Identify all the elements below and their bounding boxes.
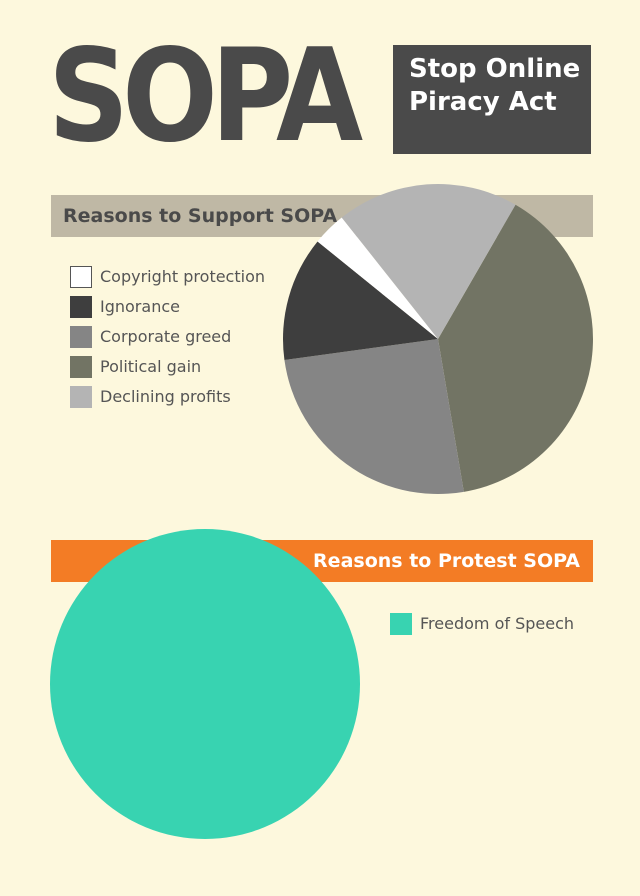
pie-slice-freedom-of-speech (50, 529, 360, 839)
pie-slice-corporate-greed (284, 339, 464, 495)
legend-label: Political gain (100, 357, 202, 376)
legend-label: Ignorance (100, 297, 180, 316)
legend-swatch (70, 296, 92, 318)
legend-label: Corporate greed (100, 327, 232, 346)
pie-slice-ignorance (282, 241, 438, 361)
pie-slice-declining-profits (341, 184, 516, 339)
legend-label: Freedom of Speech (420, 614, 575, 633)
legend-swatch (70, 356, 92, 378)
page-title: SOPA (48, 22, 363, 171)
legend-label: Copyright protection (100, 267, 265, 286)
protest-pie-chart (50, 529, 360, 839)
legend-swatch (70, 266, 92, 288)
pie-slice-copyright-protection (317, 217, 438, 339)
legend-label: Declining profits (100, 387, 231, 406)
legend-swatch (390, 613, 412, 635)
legend-swatch (70, 326, 92, 348)
support-pie-chart (282, 184, 593, 495)
pie-slice-political-gain (438, 204, 593, 492)
legend-swatch (70, 386, 92, 408)
subtitle-box: Stop Online Piracy Act (393, 45, 591, 154)
